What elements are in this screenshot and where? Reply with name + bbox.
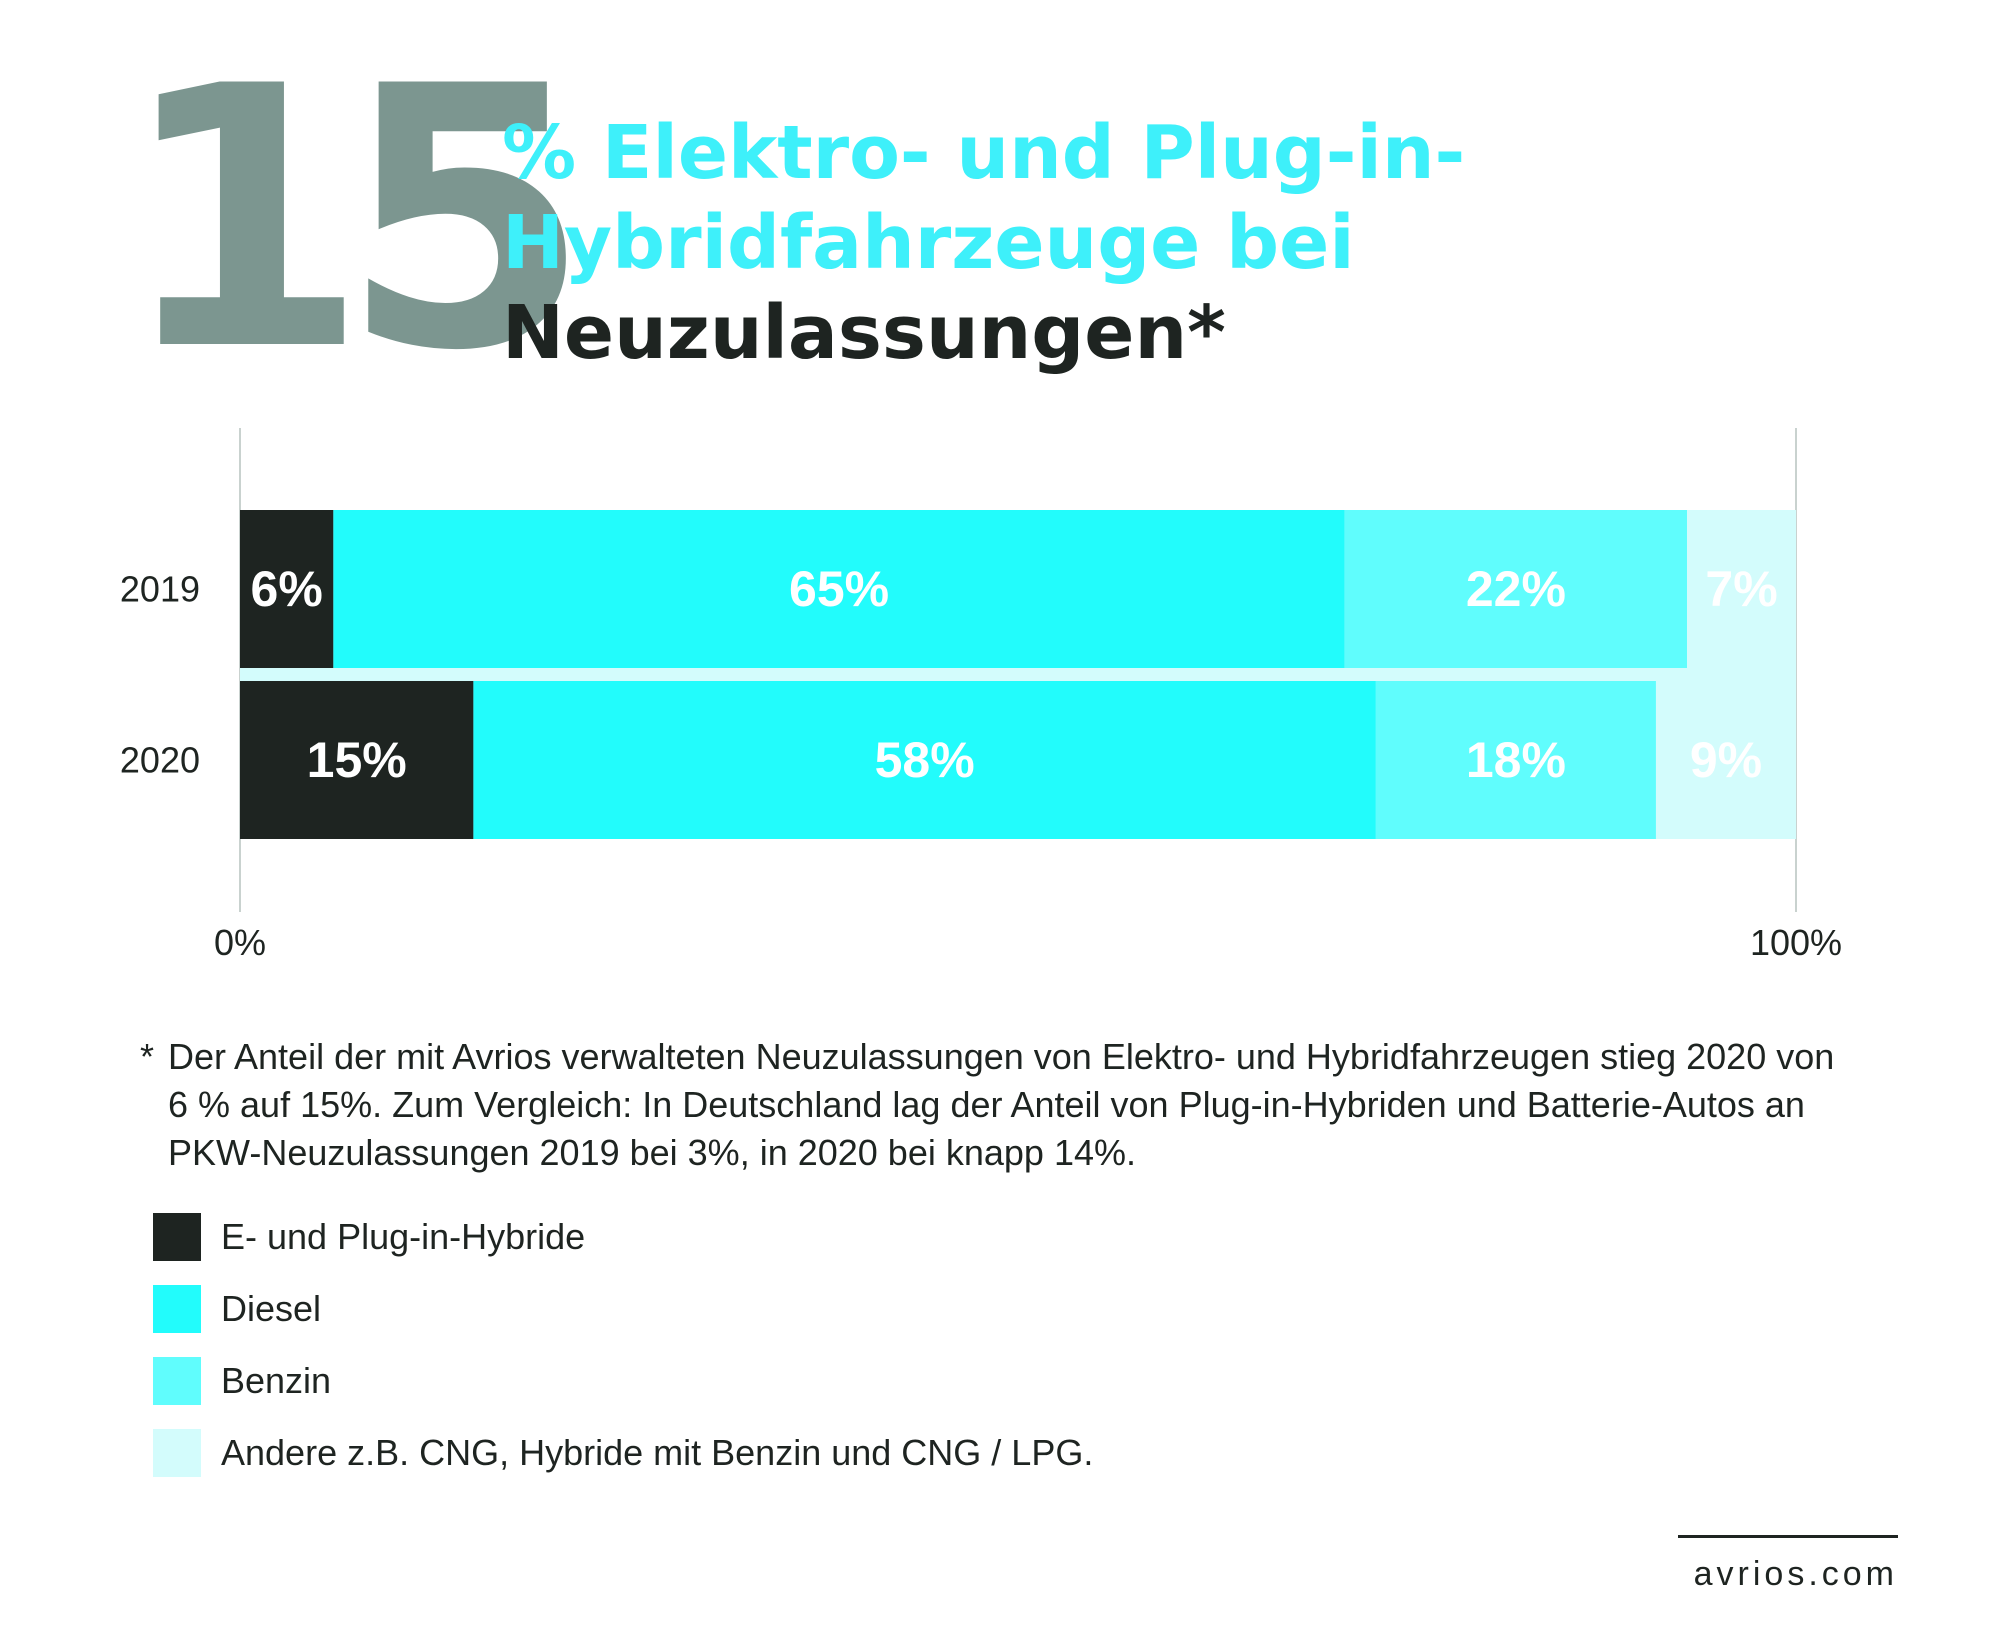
legend-swatch [153,1213,201,1261]
stacked-bar-chart: 6% 65% 22% 7% 2019 15% 58% 18% 9% 2020 0% 100% [120,428,1842,963]
bar-segment [240,510,334,668]
legend-item: Benzin [153,1357,1093,1405]
bar-segment [1344,510,1688,668]
legend-label: Diesel [221,1288,322,1329]
footnote: * Der Anteil der mit Avrios verwalteten … [140,1033,1860,1177]
bar-segment [333,510,1345,668]
legend-swatch [153,1285,201,1333]
bar-segment [473,681,1376,839]
footer-divider [1678,1535,1898,1538]
data-label: 7% [1705,561,1777,617]
footer-url: avrios.com [1693,1555,1898,1593]
category-label: 2019 [120,569,200,610]
legend-swatch [153,1429,201,1477]
footnote-text: Der Anteil der mit Avrios verwalteten Ne… [168,1036,1835,1173]
footnote-marker: * [140,1036,155,1077]
headline-line-3: Neuzulassungen* [502,290,1226,376]
legend-swatch [153,1357,201,1405]
bar-segment [1687,510,1796,668]
legend-item: Andere z.B. CNG, Hybride mit Benzin und … [153,1429,1093,1477]
bar-segment [240,681,474,839]
data-label: 18% [1466,732,1566,788]
bar-segment [1655,681,1796,839]
x-tick-label: 0% [214,922,266,963]
chart-legend: E- und Plug-in-Hybride Diesel Benzin Andere… [153,1213,1093,1501]
x-tick-label: 100% [1750,922,1842,963]
data-label: 58% [875,732,975,788]
legend-label: Andere z.B. CNG, Hybride mit Benzin und … [221,1432,1094,1473]
bar-segment [1375,681,1656,839]
legend-item: E- und Plug-in-Hybride [153,1213,1093,1261]
data-label: 22% [1466,561,1566,617]
headline-line-2: Hybridfahrzeuge bei [502,200,1355,286]
legend-label: E- und Plug-in-Hybride [221,1216,586,1257]
headline: % Elektro- und Plug-in- Hybridfahrzeuge … [502,108,1922,378]
data-label: 6% [251,561,323,617]
data-label: 65% [789,561,889,617]
legend-label: Benzin [221,1360,332,1401]
data-label: 9% [1690,732,1762,788]
category-label: 2020 [120,740,200,781]
data-label: 15% [307,732,407,788]
bar-separator [240,668,1796,681]
headline-line-1: % Elektro- und Plug-in- [502,110,1466,196]
headline-number: 15 [118,10,591,429]
legend-item: Diesel [153,1285,1093,1333]
